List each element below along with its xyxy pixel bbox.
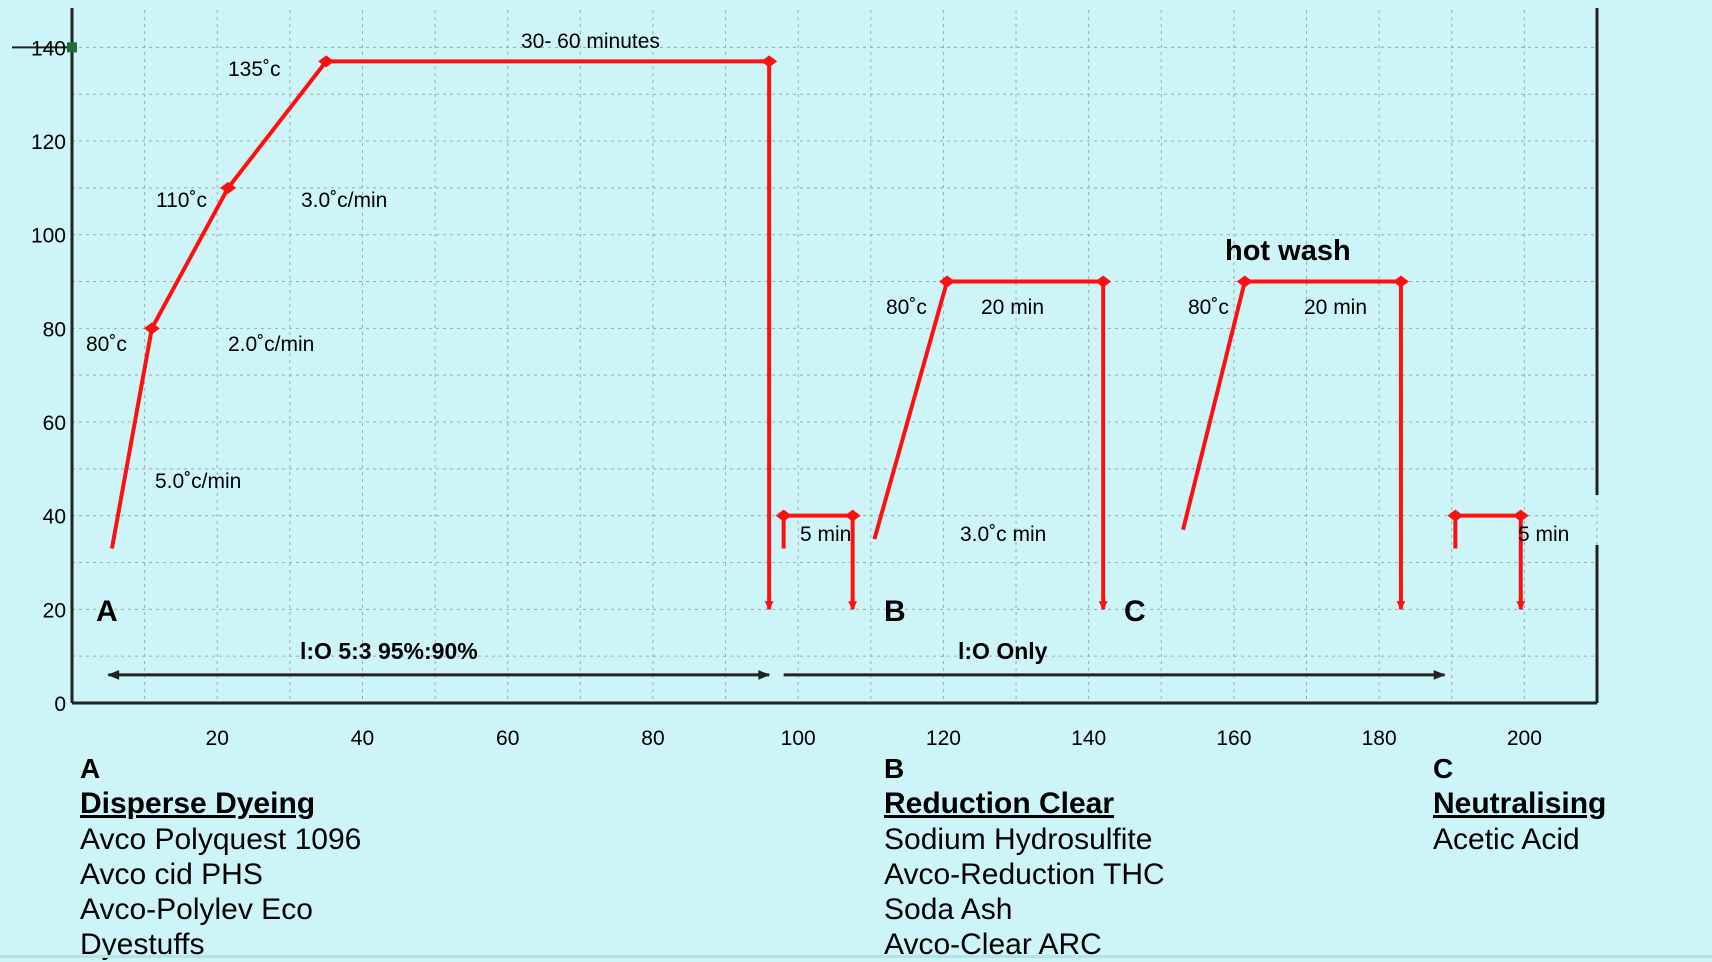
profile-point <box>1447 509 1464 522</box>
label-hold-time: 30- 60 minutes <box>521 30 660 53</box>
label-rinse-1: 5 min <box>800 523 851 546</box>
profile-point <box>143 322 160 335</box>
legend-item: Avco Polyquest 1096 <box>80 823 362 856</box>
x-tick-label: 200 <box>1507 727 1542 750</box>
profile-point <box>844 509 861 522</box>
x-tick-label: 80 <box>641 727 664 750</box>
stage-b-marker: B <box>884 595 906 628</box>
x-tick-label: 60 <box>496 727 519 750</box>
legend-stage-a: A Disperse Dyeing Avco Polyquest 1096 Av… <box>80 752 361 962</box>
label-rate-3: 3.0˚c/min <box>301 189 387 212</box>
stage-c-marker: C <box>1124 595 1146 628</box>
profile-segment <box>781 513 858 611</box>
legend-item: Avco cid PHS <box>80 858 263 891</box>
legend-item-list: Sodium Hydrosulfite Avco-Reduction THC S… <box>884 822 1165 962</box>
profile-segment <box>872 279 1108 611</box>
profile-point <box>220 181 237 194</box>
legend-item: Avco-Reduction THC <box>884 858 1165 891</box>
label-b-temp: 80˚c <box>886 296 927 319</box>
y-tick-label: 0 <box>54 693 66 716</box>
x-tick-label: 100 <box>781 727 816 750</box>
label-135c: 135˚c <box>228 58 281 81</box>
label-rate-5: 5.0˚c/min <box>155 470 241 493</box>
legend-item: Soda Ash <box>884 893 1013 926</box>
x-tick-label: 180 <box>1362 727 1397 750</box>
legend-letter: C <box>1433 753 1454 784</box>
label-rate-2: 2.0˚c/min <box>228 333 314 356</box>
profile-point <box>761 55 778 68</box>
profile-point <box>775 509 792 522</box>
legend-heading: Reduction Clear <box>884 787 1115 820</box>
x-tick-label: 40 <box>351 727 374 750</box>
profile-segment <box>109 59 774 611</box>
legend-item: Avco-Polylev Eco <box>80 893 313 926</box>
profile-markers <box>143 55 1529 522</box>
y-tick-label: 60 <box>43 412 66 435</box>
label-c-time: 20 min <box>1304 296 1367 319</box>
label-b-time: 20 min <box>981 296 1044 319</box>
axes: 0 20 40 60 80 100 120 140 20 40 60 80 100 120 140 160 18… <box>12 8 1599 750</box>
temperature-profile <box>109 59 1526 611</box>
x-tick-label: 20 <box>206 727 229 750</box>
x-tick-label: 140 <box>1071 727 1106 750</box>
y-tick-label: 80 <box>43 318 66 341</box>
label-rinse-2: 5 min <box>1518 523 1569 546</box>
profile-point <box>1392 275 1409 288</box>
legend-item: Sodium Hydrosulfite <box>884 823 1153 856</box>
legend-item: Acetic Acid <box>1433 823 1580 856</box>
label-c-temp: 80˚c <box>1188 296 1229 319</box>
profile-segment <box>1181 279 1406 611</box>
label-lo-only: l:O Only <box>958 638 1048 664</box>
legend-letter: B <box>884 753 905 784</box>
legend-heading: Neutralising <box>1433 787 1607 820</box>
profile-segment <box>1453 513 1526 611</box>
y-tick-label: 120 <box>31 131 66 154</box>
profile-point <box>1236 275 1253 288</box>
bottom-rule <box>0 955 1712 958</box>
legend-letter: A <box>80 753 101 784</box>
label-ratio: l:O 5:3 95%:90% <box>300 638 478 664</box>
label-b-rate: 3.0˚c min <box>960 523 1046 546</box>
profile-point <box>1512 509 1529 522</box>
legend-stage-c: C Neutralising Acetic Acid <box>1433 752 1606 857</box>
stage-a-marker: A <box>96 595 118 628</box>
legend-stage-b: B Reduction Clear Sodium Hydrosulfite Av… <box>884 752 1165 962</box>
grid <box>71 10 1598 703</box>
x-tick-label: 160 <box>1216 727 1251 750</box>
profile-point <box>939 275 956 288</box>
profile-point <box>1095 275 1112 288</box>
legend-item-list: Acetic Acid <box>1433 822 1606 857</box>
y-tick-label: 40 <box>43 506 66 529</box>
legend-heading: Disperse Dyeing <box>80 787 316 820</box>
y-tick-label: 140 <box>31 37 66 60</box>
legend-item-list: Avco Polyquest 1096 Avco cid PHS Avco-Po… <box>80 822 361 962</box>
label-hot-wash: hot wash <box>1225 235 1351 267</box>
y-tick-label: 20 <box>43 599 66 622</box>
y-tick-label: 100 <box>31 225 66 248</box>
profile-point <box>318 55 335 68</box>
label-110c: 110˚c <box>156 189 207 212</box>
y-axis-cap-marker <box>67 42 77 53</box>
x-tick-label: 120 <box>926 727 961 750</box>
label-80c: 80˚c <box>86 333 127 356</box>
